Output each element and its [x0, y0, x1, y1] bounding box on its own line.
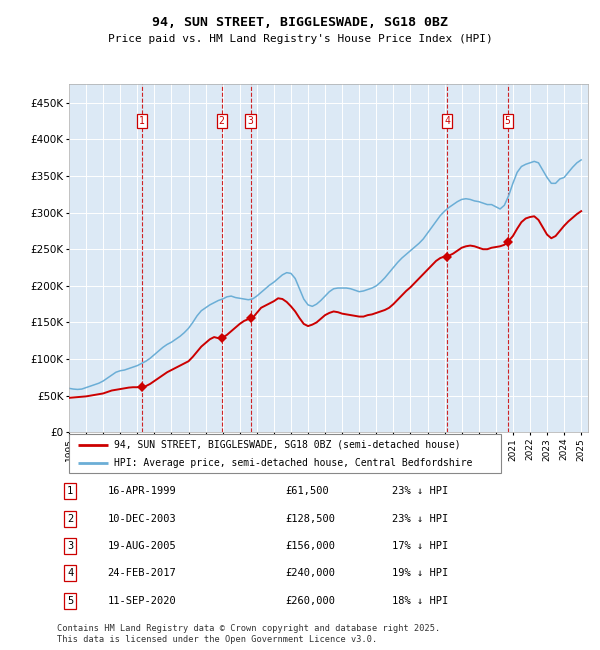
Text: 16-APR-1999: 16-APR-1999 [107, 486, 176, 497]
Text: 18% ↓ HPI: 18% ↓ HPI [392, 595, 448, 606]
Text: Contains HM Land Registry data © Crown copyright and database right 2025.
This d: Contains HM Land Registry data © Crown c… [57, 624, 440, 644]
Text: £240,000: £240,000 [286, 568, 335, 578]
Text: 4: 4 [67, 568, 73, 578]
Text: 94, SUN STREET, BIGGLESWADE, SG18 0BZ: 94, SUN STREET, BIGGLESWADE, SG18 0BZ [152, 16, 448, 29]
Text: 1: 1 [67, 486, 73, 497]
Text: 5: 5 [67, 595, 73, 606]
Text: 24-FEB-2017: 24-FEB-2017 [107, 568, 176, 578]
Text: 23% ↓ HPI: 23% ↓ HPI [392, 486, 448, 497]
Text: 4: 4 [444, 116, 450, 126]
Text: £156,000: £156,000 [286, 541, 335, 551]
Text: 2: 2 [67, 514, 73, 524]
FancyBboxPatch shape [69, 434, 501, 473]
Text: 19% ↓ HPI: 19% ↓ HPI [392, 568, 448, 578]
Text: 11-SEP-2020: 11-SEP-2020 [107, 595, 176, 606]
Text: HPI: Average price, semi-detached house, Central Bedfordshire: HPI: Average price, semi-detached house,… [115, 458, 473, 467]
Text: 10-DEC-2003: 10-DEC-2003 [107, 514, 176, 524]
Text: £61,500: £61,500 [286, 486, 329, 497]
Text: £128,500: £128,500 [286, 514, 335, 524]
Text: £260,000: £260,000 [286, 595, 335, 606]
Text: 23% ↓ HPI: 23% ↓ HPI [392, 514, 448, 524]
Text: 1: 1 [139, 116, 145, 126]
Text: 5: 5 [505, 116, 511, 126]
Text: 2: 2 [219, 116, 224, 126]
Text: 94, SUN STREET, BIGGLESWADE, SG18 0BZ (semi-detached house): 94, SUN STREET, BIGGLESWADE, SG18 0BZ (s… [115, 440, 461, 450]
Text: 3: 3 [67, 541, 73, 551]
Text: 3: 3 [248, 116, 253, 126]
Text: 19-AUG-2005: 19-AUG-2005 [107, 541, 176, 551]
Text: 17% ↓ HPI: 17% ↓ HPI [392, 541, 448, 551]
Text: Price paid vs. HM Land Registry's House Price Index (HPI): Price paid vs. HM Land Registry's House … [107, 34, 493, 44]
